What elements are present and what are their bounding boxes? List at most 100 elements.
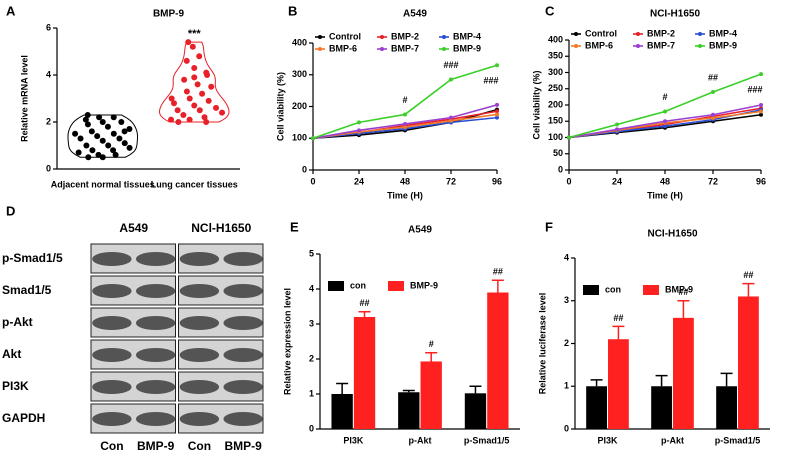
data-point — [495, 109, 499, 114]
y-tick-label: 50 — [553, 148, 563, 158]
data-point — [186, 95, 193, 102]
x-tick-label: Adjacent normal tissues — [51, 179, 155, 189]
panel-letter: C — [545, 3, 555, 18]
y-tick-label: 2 — [564, 338, 569, 348]
blot-lane-label: Con — [188, 439, 211, 453]
legend-swatch — [388, 281, 404, 291]
data-point — [357, 120, 361, 125]
data-point — [183, 57, 190, 64]
data-point — [75, 149, 82, 156]
data-point — [449, 77, 453, 82]
blot-lane-label: BMP-9 — [224, 439, 262, 453]
significance: ## — [743, 270, 753, 280]
data-point — [121, 128, 128, 135]
data-point — [495, 115, 499, 120]
data-point — [759, 103, 763, 107]
violin-outline — [67, 114, 139, 158]
data-point — [205, 97, 212, 104]
blot-row-label: GAPDH — [2, 411, 45, 425]
error-bar — [655, 374, 668, 387]
blot-band — [92, 379, 132, 395]
blot-band — [179, 251, 220, 267]
data-point — [711, 90, 715, 94]
legend-marker — [636, 32, 640, 36]
series-line — [312, 104, 498, 140]
x-tick-label: 72 — [708, 176, 718, 186]
data-point — [126, 126, 133, 133]
blot-band — [223, 251, 263, 267]
error-bar — [677, 300, 690, 318]
data-point — [170, 100, 177, 107]
data-point — [663, 109, 667, 114]
data-point — [185, 39, 192, 46]
data-point — [99, 154, 106, 161]
legend-marker — [574, 32, 578, 36]
blot-band — [179, 347, 220, 363]
blot-row-label: Smad1/5 — [2, 283, 52, 297]
significance: ## — [360, 298, 370, 308]
data-point — [168, 95, 175, 102]
blot-band — [223, 411, 263, 427]
data-point — [403, 112, 407, 117]
data-point — [105, 142, 112, 149]
data-point — [759, 109, 763, 114]
data-point — [203, 119, 210, 125]
y-tick-label: 1 — [309, 388, 314, 398]
error-bar — [425, 351, 438, 362]
x-tick-label: Lung cancer tissues — [151, 179, 238, 189]
data-point — [194, 81, 201, 88]
legend-label: BMP-9 — [709, 40, 737, 50]
legend-label: BMP-7 — [647, 40, 675, 50]
y-tick-label: 400 — [292, 37, 307, 47]
x-tick-label: 0 — [310, 176, 315, 186]
significance: ## — [613, 313, 623, 323]
legend-marker — [442, 47, 446, 51]
blot-row-label: p-Akt — [2, 315, 33, 329]
bar — [716, 386, 737, 429]
y-tick-label: 4 — [564, 252, 569, 262]
blot-band — [179, 315, 220, 331]
legend-swatch — [328, 281, 344, 291]
data-point — [191, 64, 198, 71]
legend-marker — [442, 35, 446, 39]
legend-marker — [636, 44, 640, 48]
bar — [487, 292, 509, 429]
error-bar — [742, 282, 755, 297]
chart-title: NCI-H1650 — [647, 229, 697, 240]
y-tick-label: 100 — [548, 132, 563, 142]
y-tick-label: 300 — [548, 67, 563, 77]
significance: # — [402, 95, 407, 105]
blot-band — [135, 283, 176, 299]
data-point — [181, 76, 188, 83]
blot-band — [223, 283, 263, 299]
blot-band — [92, 315, 132, 331]
data-point — [219, 109, 226, 116]
data-point — [82, 116, 89, 123]
legend-marker — [380, 35, 384, 39]
y-axis-label: Relative mRNA level — [19, 55, 29, 142]
x-tick-label: 72 — [446, 176, 456, 186]
legend-marker — [698, 32, 702, 36]
data-point — [711, 116, 715, 120]
panel-letter: E — [290, 219, 299, 234]
legend-label: BMP-2 — [647, 28, 675, 38]
legend-label: Control — [585, 28, 617, 38]
y-tick-label: 2 — [46, 116, 51, 126]
y-axis-label: Relative expression level — [282, 288, 292, 395]
legend-label: BMP-6 — [329, 43, 357, 53]
error-bar — [612, 325, 625, 340]
y-tick-label: 100 — [292, 133, 307, 143]
bar — [673, 317, 694, 429]
y-tick-label: 2 — [309, 353, 314, 363]
blot-band — [223, 315, 263, 331]
significance: *** — [188, 28, 202, 40]
bar — [420, 361, 442, 429]
bar — [464, 393, 487, 429]
blot-lane-label: Con — [100, 439, 123, 453]
legend-label: BMP-9 — [453, 43, 481, 53]
y-axis-label: Relative luciferase level — [537, 293, 547, 395]
blot-band — [135, 347, 176, 363]
blot-band — [135, 411, 176, 427]
data-point — [357, 128, 361, 133]
chart-title: NCI-H1650 — [650, 9, 700, 20]
